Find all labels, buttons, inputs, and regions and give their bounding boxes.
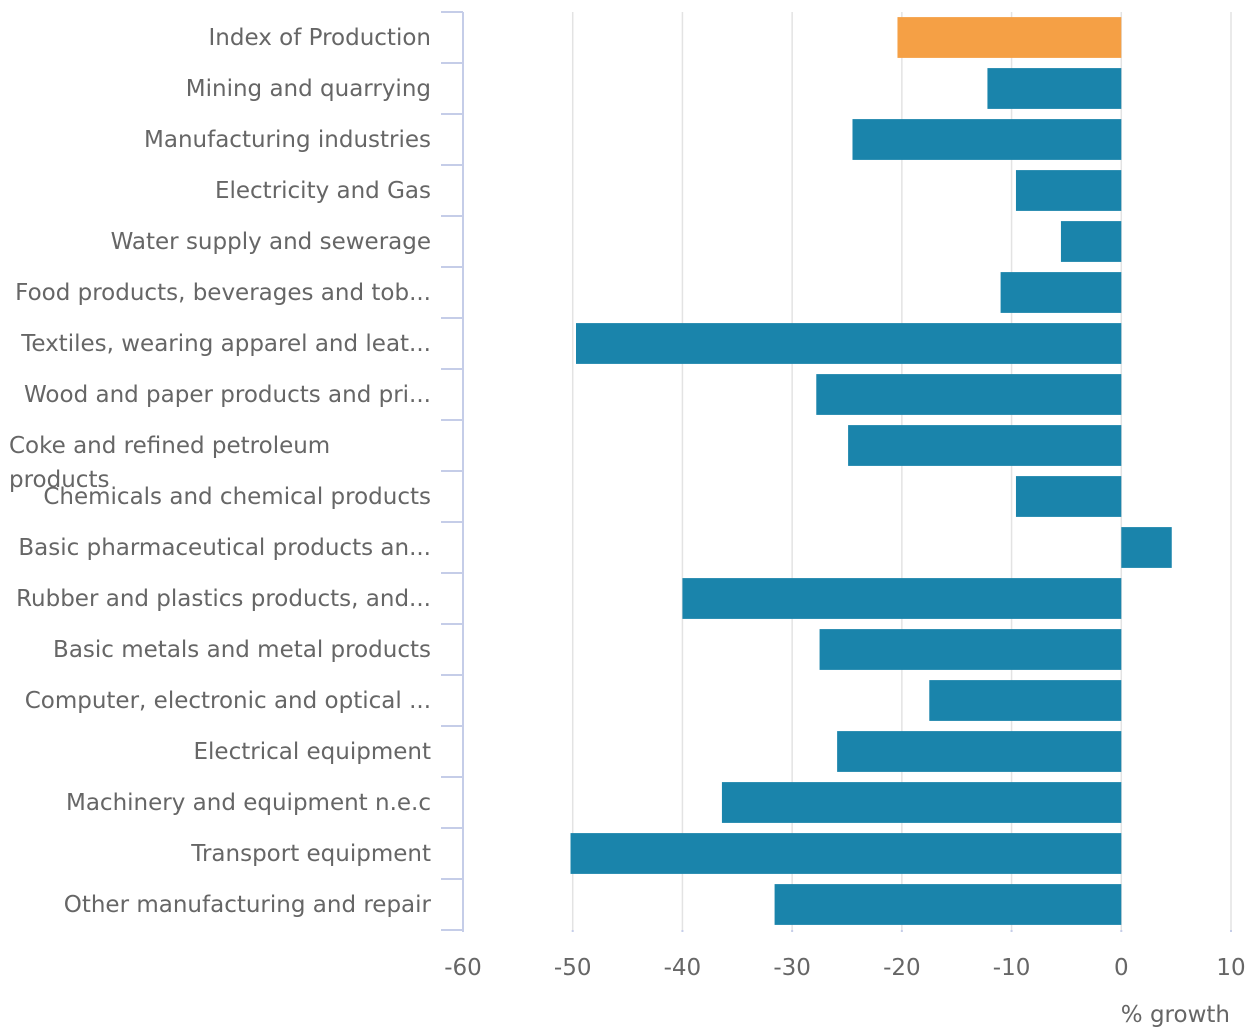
- y-tick-label: Food products, beverages and tob...: [15, 279, 431, 306]
- x-tick-label: -10: [993, 955, 1031, 981]
- x-tick-label: -20: [883, 955, 921, 981]
- y-tick-label: Computer, electronic and optical ...: [24, 687, 431, 714]
- bar: [576, 323, 1122, 364]
- y-tick-label: Manufacturing industries: [144, 126, 431, 153]
- y-tick-label: Electrical equipment: [193, 738, 432, 765]
- bar: [1015, 170, 1122, 211]
- bar: [987, 68, 1122, 109]
- x-tick-label: -30: [773, 955, 811, 981]
- bar: [929, 680, 1122, 721]
- x-tick-label: -50: [554, 955, 592, 981]
- bar: [774, 884, 1122, 925]
- y-tick-label: Mining and quarrying: [185, 75, 431, 102]
- y-tick-label: Water supply and sewerage: [110, 228, 431, 255]
- y-tick-label: Wood and paper products and pri...: [24, 381, 431, 408]
- x-tick-label: 10: [1216, 955, 1245, 981]
- bar: [852, 119, 1122, 160]
- y-tick-label: Chemicals and chemical products: [43, 483, 431, 510]
- bar: [1121, 527, 1172, 568]
- y-tick-label: Coke and refined petroleum products: [9, 432, 331, 493]
- bar: [1000, 272, 1122, 313]
- y-tick-label: Rubber and plastics products, and...: [16, 585, 431, 612]
- x-tick-label: -60: [444, 955, 482, 981]
- bar: [819, 629, 1122, 670]
- bar: [682, 578, 1122, 619]
- x-tick-label: -40: [664, 955, 702, 981]
- x-tick-label: 0: [1114, 955, 1129, 981]
- bar: [1015, 476, 1122, 517]
- bar: [848, 425, 1122, 466]
- y-tick-label: Textiles, wearing apparel and leat...: [21, 330, 431, 357]
- bar: [837, 731, 1122, 772]
- bar: [570, 833, 1122, 874]
- y-tick-label: Other manufacturing and repair: [63, 891, 431, 918]
- y-tick-label: Basic metals and metal products: [53, 636, 431, 663]
- y-tick-label: Electricity and Gas: [214, 177, 431, 204]
- y-tick-label: Basic pharmaceutical products an...: [18, 534, 431, 561]
- y-tick-label: Index of Production: [208, 24, 431, 51]
- y-tick-label: Transport equipment: [191, 840, 431, 867]
- bar: [816, 374, 1122, 415]
- x-axis-label: % growth: [1121, 1002, 1230, 1027]
- bar: [721, 782, 1122, 823]
- y-tick-label: Machinery and equipment n.e.c: [65, 789, 431, 816]
- bar: [897, 17, 1122, 58]
- bar: [1060, 221, 1122, 262]
